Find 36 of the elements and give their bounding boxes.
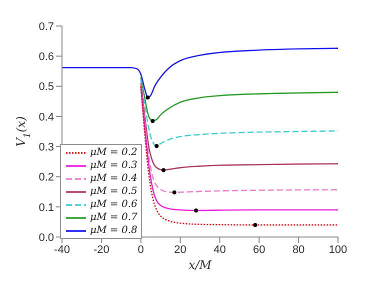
legend-label: μM = 0.6 [90, 199, 138, 210]
legend-label: μM = 0.7 [90, 212, 138, 223]
y-tick-label: 0.0 [38, 232, 54, 244]
line-series [140, 80, 338, 147]
point [150, 118, 155, 123]
x-tick-label: -40 [54, 244, 70, 256]
legend-label: μM = 0.3 [90, 160, 138, 171]
x-tick-label: 80 [292, 244, 305, 256]
x-tick-label: 0 [138, 244, 144, 256]
y-tick-label: 0.3 [38, 141, 54, 154]
x-tick-label: -20 [93, 244, 110, 256]
y-tick-label: 0.4 [38, 111, 54, 124]
y-tick-label: 0.6 [38, 51, 54, 64]
point [146, 95, 150, 100]
x-tick-label: 100 [328, 244, 348, 256]
point [253, 222, 258, 227]
point [154, 144, 159, 148]
point [172, 190, 176, 194]
point [162, 168, 166, 172]
y-tick-label: 0.1 [38, 202, 54, 214]
legend-label: μM = 0.4 [90, 173, 138, 184]
line-series [140, 76, 338, 122]
x-tick-label: 40 [214, 244, 226, 256]
legend-label: μM = 0.8 [90, 225, 138, 236]
legend-label: μM = 0.2 [90, 147, 138, 158]
legend-label: μM = 0.5 [90, 186, 138, 197]
line-series [62, 48, 338, 98]
y-tick-label: 0.7 [38, 20, 54, 33]
y-tick-label: 0.5 [38, 81, 54, 94]
line-series [140, 82, 338, 171]
y-tick-label: 0.2 [38, 172, 54, 184]
line-series [140, 84, 338, 194]
x-axis-title: x/M [188, 258, 212, 272]
x-tick-label: 60 [253, 244, 266, 256]
x-tick-label: 20 [174, 244, 186, 256]
point [194, 208, 198, 212]
